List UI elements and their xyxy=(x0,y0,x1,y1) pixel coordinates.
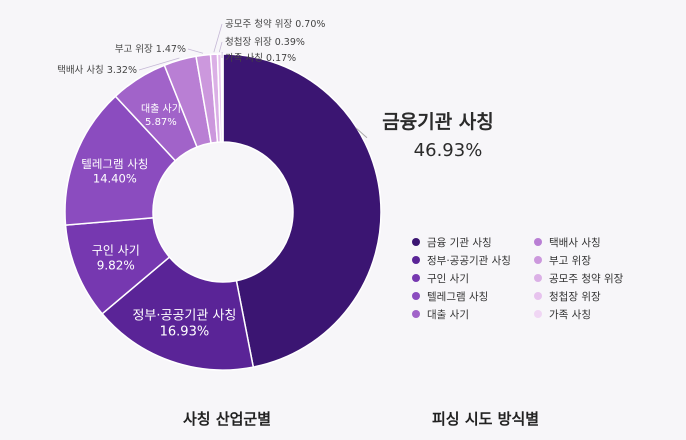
slice-value-텔레그램-사칭: 14.40% xyxy=(93,172,137,186)
leader-line-택배사-사칭 xyxy=(138,57,180,71)
legend-item-delivery: 택배사 사칭 xyxy=(534,236,634,249)
leader-line-금융기관-사칭 xyxy=(355,127,368,139)
legend-item-ipo: 공모주 청약 위장 xyxy=(534,272,634,285)
leader-line-부고-위장 xyxy=(187,48,204,54)
slice-label-가족-사칭: 가족 사칭 0.17% xyxy=(225,53,296,64)
section-label-industry: 사칭 산업군별 xyxy=(183,410,272,428)
legend-item-financial: 금융 기관 사칭 xyxy=(412,236,534,249)
slice-정부-공공기관-사칭 xyxy=(101,256,255,371)
slice-label-금융기관-사칭: 금융기관 사칭 xyxy=(382,111,494,133)
legend-swatch xyxy=(412,310,420,318)
leader-line-청첩장-위장 xyxy=(218,41,223,53)
legend-swatch xyxy=(412,256,420,264)
legend-swatch xyxy=(534,310,542,318)
legend-item-wedding: 청첩장 위장 xyxy=(534,290,634,303)
legend-swatch xyxy=(412,274,420,282)
slice-label-공모주-청약-위장: 공모주 청약 위장 0.70% xyxy=(225,18,325,30)
slice-금융기관-사칭 xyxy=(222,53,382,368)
legend-label: 가족 사칭 xyxy=(549,308,591,321)
legend-item-loan: 대출 사기 xyxy=(412,308,534,321)
legend-swatch xyxy=(534,238,542,246)
slice-value-금융기관-사칭: 46.93% xyxy=(414,140,483,161)
legend-item-family: 가족 사칭 xyxy=(534,308,634,321)
leader-line-공모주-청약-위장 xyxy=(213,23,223,53)
slice-label-청첩장-위장: 청첩장 위장 0.39% xyxy=(225,36,305,48)
legend-item-government: 정부·공공기관 사칭 xyxy=(412,254,534,267)
legend-swatch xyxy=(412,292,420,300)
legend-label: 부고 위장 xyxy=(549,254,591,267)
legend-item-job: 구인 사기 xyxy=(412,272,534,285)
legend-label: 구인 사기 xyxy=(427,272,469,285)
legend-label: 택배사 사칭 xyxy=(549,236,601,249)
chart-legend: 금융 기관 사칭 택배사 사칭 정부·공공기관 사칭 부고 위장 구인 사기 공… xyxy=(412,236,634,321)
slice-label-구인-사기: 구인 사기 xyxy=(92,243,140,257)
slice-가족-사칭 xyxy=(220,53,224,143)
slice-label-대출-사기: 대출 사기 xyxy=(141,103,181,115)
slice-label-정부-공공기관-사칭: 정부·공공기관 사칭 xyxy=(132,308,236,323)
legend-label: 청첩장 위장 xyxy=(549,290,601,303)
legend-swatch xyxy=(412,238,420,246)
legend-label: 대출 사기 xyxy=(427,308,469,321)
slice-value-정부-공공기관-사칭: 16.93% xyxy=(160,324,210,339)
slice-label-텔레그램-사칭: 텔레그램 사칭 xyxy=(81,157,148,171)
legend-label: 금융 기관 사칭 xyxy=(427,236,492,249)
legend-swatch xyxy=(534,292,542,300)
slice-label-택배사-사칭: 택배사 사칭 3.32% xyxy=(57,65,137,76)
legend-label: 공모주 청약 위장 xyxy=(549,272,624,285)
slice-value-대출-사기: 5.87% xyxy=(145,117,177,128)
slice-value-구인-사기: 9.82% xyxy=(97,258,135,272)
legend-item-obituary: 부고 위장 xyxy=(534,254,634,267)
legend-swatch xyxy=(534,274,542,282)
legend-item-telegram: 텔레그램 사칭 xyxy=(412,290,534,303)
section-label-method: 피싱 시도 방식별 xyxy=(432,410,540,428)
slice-label-부고-위장: 부고 위장 1.47% xyxy=(115,43,186,55)
legend-swatch xyxy=(534,256,542,264)
legend-label: 텔레그램 사칭 xyxy=(427,290,489,303)
legend-label: 정부·공공기관 사칭 xyxy=(427,254,511,267)
